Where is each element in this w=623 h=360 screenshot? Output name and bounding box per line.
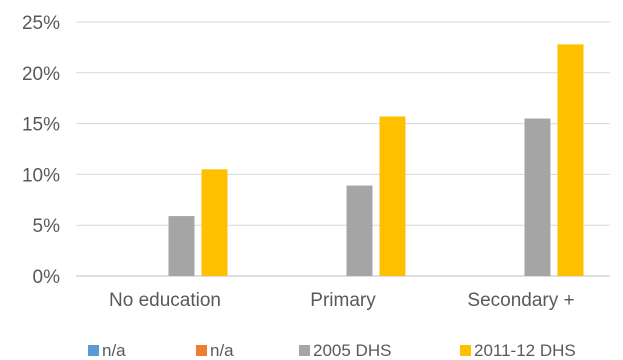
legend: n/a n/a 2005 DHS 2011-12 DHS: [88, 341, 576, 360]
bar: [524, 118, 551, 277]
x-axis-categories: No education Primary Secondary +: [109, 290, 575, 311]
legend-label: n/a: [102, 341, 126, 360]
legend-swatch: [299, 345, 310, 356]
category-label: No education: [109, 290, 221, 311]
bar: [557, 44, 584, 276]
bar: [346, 185, 373, 276]
legend-swatch: [88, 345, 99, 356]
gridlines: [76, 21, 610, 277]
bars: [168, 44, 584, 277]
y-tick-label: 15%: [22, 115, 60, 136]
legend-swatch: [196, 345, 207, 356]
legend-swatch: [460, 345, 471, 356]
y-tick-label: 20%: [22, 64, 60, 85]
bar: [379, 116, 406, 276]
legend-label: n/a: [210, 341, 234, 360]
legend-label: 2011-12 DHS: [474, 341, 576, 360]
legend-label: 2005 DHS: [313, 341, 391, 360]
y-tick-label: 5%: [33, 216, 61, 237]
y-axis-ticks: 0% 5% 10% 15% 20% 25%: [22, 13, 60, 288]
y-tick-label: 0%: [33, 267, 61, 288]
bar: [168, 216, 195, 276]
category-label: Primary: [310, 290, 376, 311]
y-tick-label: 10%: [22, 165, 60, 186]
bar: [201, 169, 228, 276]
category-label: Secondary +: [467, 290, 574, 311]
y-tick-label: 25%: [22, 13, 60, 34]
